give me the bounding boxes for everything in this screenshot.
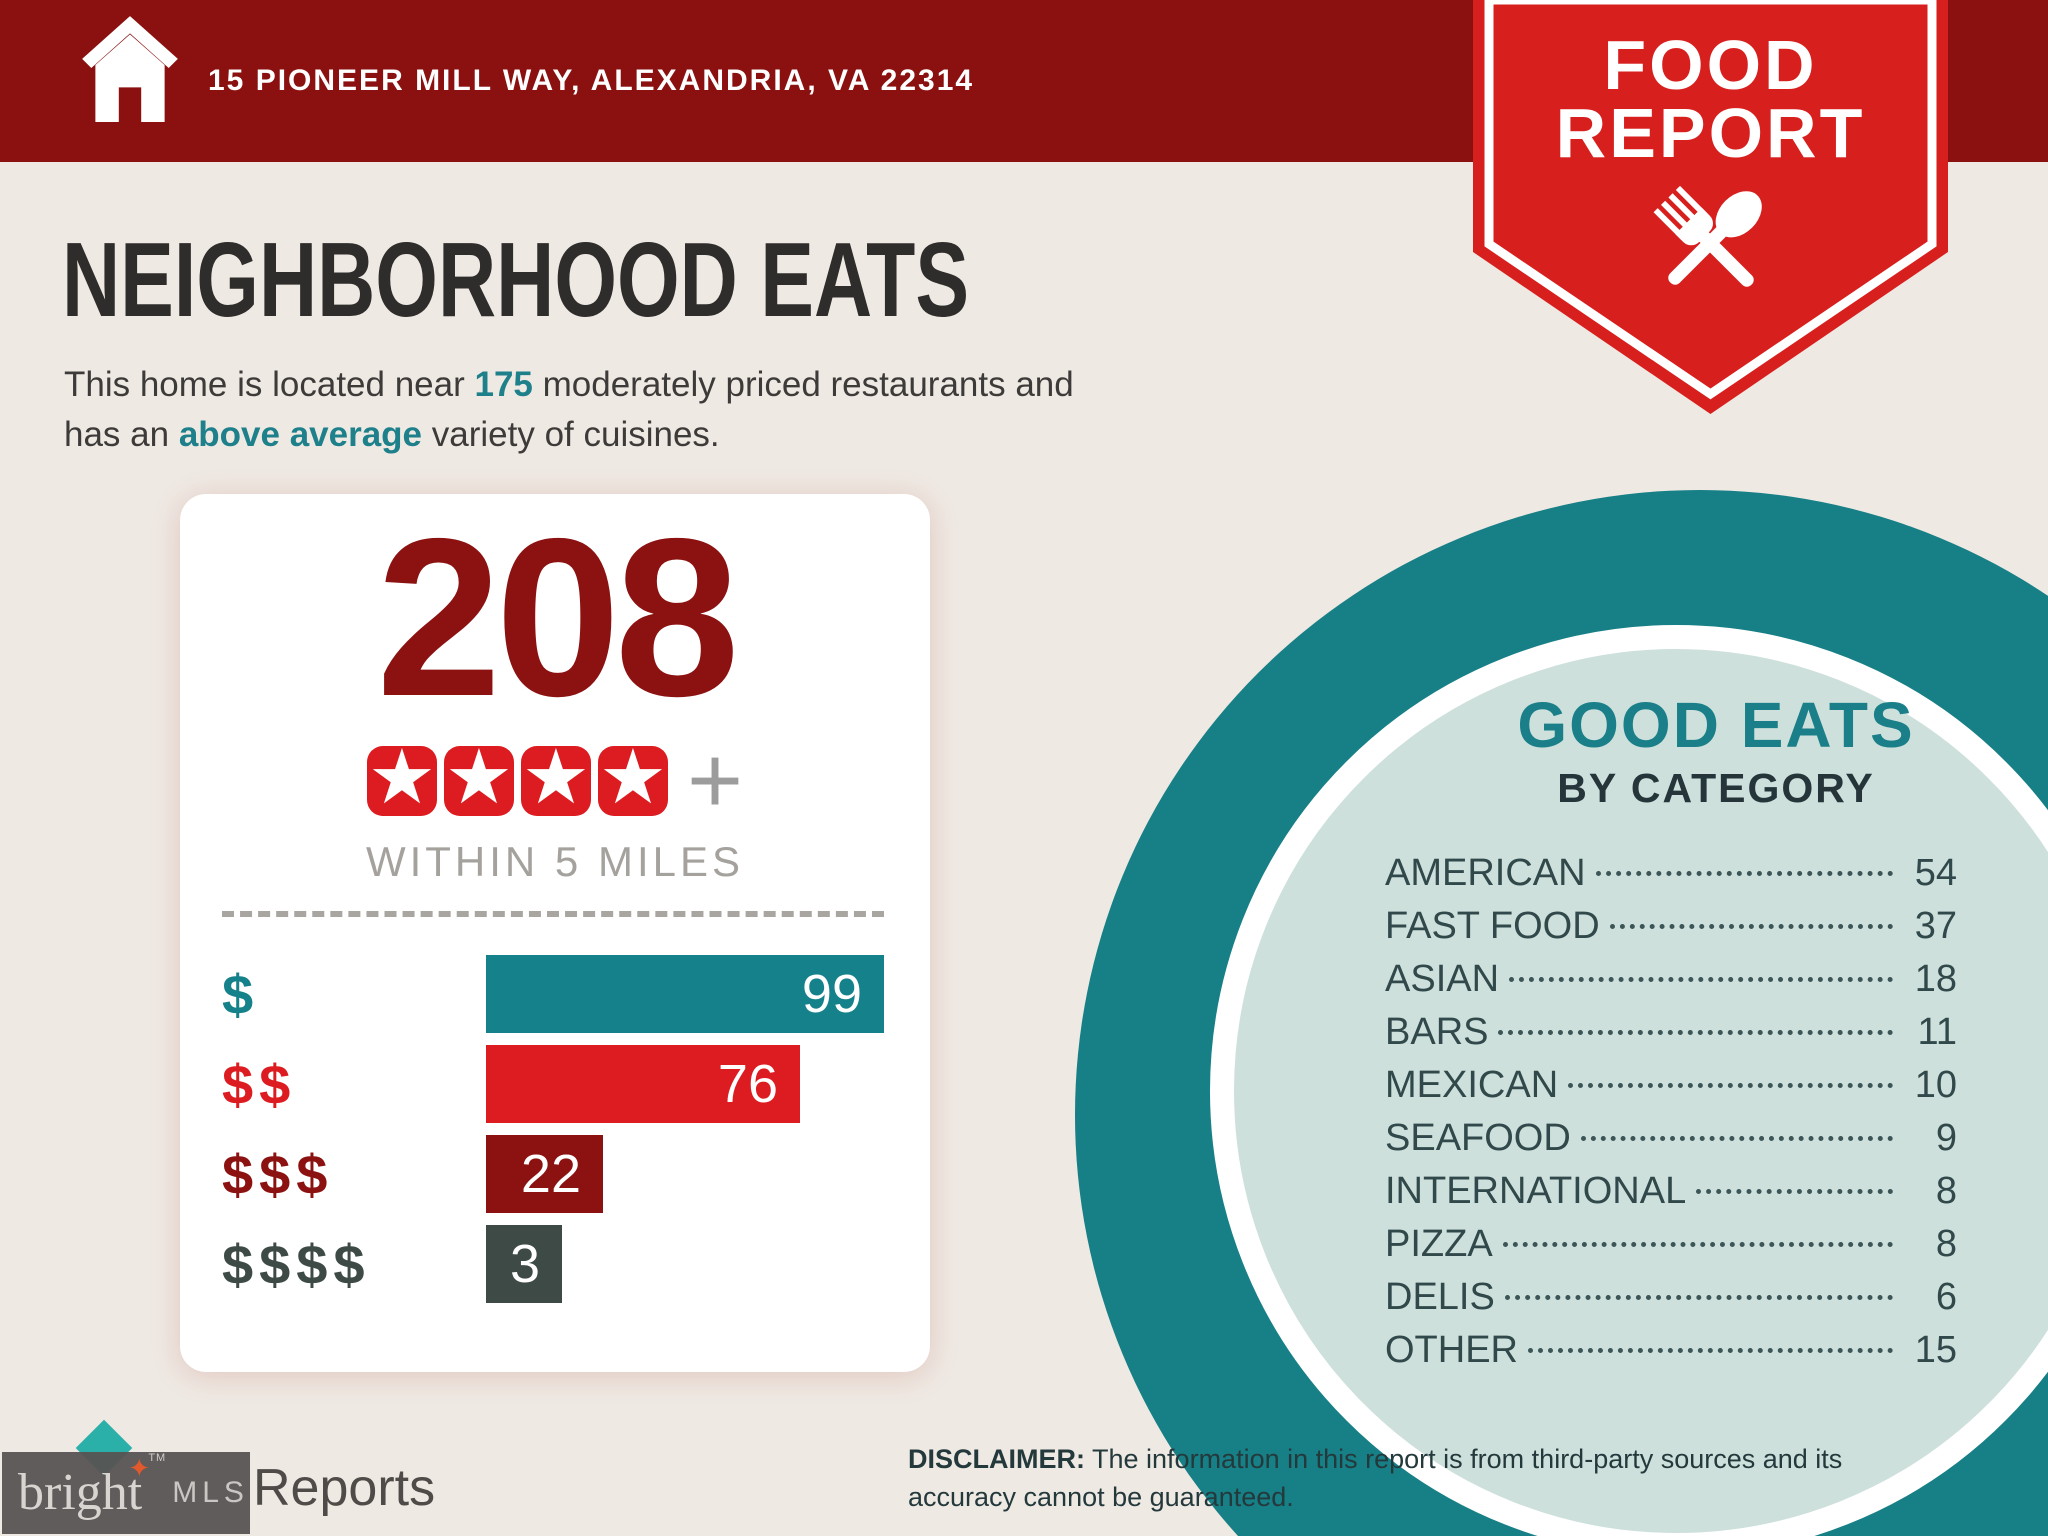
dotted-leader [1609, 924, 1893, 930]
category-row: DELIS 6 [1385, 1276, 1957, 1329]
category-row: FAST FOOD 37 [1385, 905, 1957, 958]
category-value: 54 [1914, 852, 1957, 895]
reports-logo-text: Reports [253, 1459, 436, 1517]
category-label: INTERNATIONAL [1385, 1170, 1687, 1213]
category-value: 37 [1914, 905, 1957, 948]
category-row: ASIAN 18 [1385, 958, 1957, 1011]
plus-icon: + [686, 727, 744, 834]
dotted-leader [1595, 871, 1893, 877]
star-icon: ★ [443, 746, 514, 816]
intro-text: has an [64, 414, 179, 454]
dotted-leader [1498, 1030, 1893, 1036]
intro-text: This home is located near [64, 365, 475, 404]
radius-caption: WITHIN 5 MILES [365, 838, 745, 885]
dotted-leader [1696, 1189, 1893, 1195]
price-bar-row: $$$$ 3 [180, 1225, 930, 1303]
good-eats-title: GOOD EATS [1517, 689, 1915, 761]
intro-line2: has an above average variety of cuisines… [64, 410, 1074, 460]
ribbon-shape [1473, 0, 1948, 414]
category-label: OTHER [1385, 1329, 1518, 1372]
home-icon [82, 16, 178, 122]
dotted-leader [1502, 1242, 1893, 1248]
star-icon: ★ [520, 746, 591, 816]
category-row: AMERICAN 54 [1385, 852, 1957, 905]
category-label: PIZZA [1385, 1223, 1493, 1266]
price-bar-value: 3 [509, 1234, 540, 1294]
restaurant-count-highlight: 175 [474, 365, 533, 404]
category-value: 6 [1935, 1276, 1957, 1319]
price-tier-label: $ [222, 962, 260, 1026]
food-report-ribbon: FOOD REPORT [1473, 0, 1948, 416]
page-title: NEIGHBORHOOD EATS [62, 221, 970, 339]
category-row: MEXICAN 10 [1385, 1064, 1957, 1117]
price-tier-label: $$ [222, 1052, 297, 1116]
price-bar: 22 [486, 1135, 603, 1213]
disclaimer-text: The information in this report is from t… [908, 1444, 1843, 1513]
category-label: ASIAN [1385, 958, 1500, 1001]
dotted-leader [1528, 1348, 1893, 1354]
category-list: AMERICAN 54 FAST FOOD 37 ASIAN 18 BARS 11 ME… [1385, 852, 1957, 1382]
good-eats-subtitle: BY CATEGORY [1557, 765, 1875, 812]
brand-text: bright [18, 1464, 143, 1521]
dotted-leader [1509, 977, 1893, 983]
category-row: OTHER 15 [1385, 1329, 1957, 1382]
category-label: SEAFOOD [1385, 1117, 1571, 1160]
category-value: 11 [1917, 1011, 1957, 1054]
price-tier-label: $$$ [222, 1142, 334, 1206]
category-label: FAST FOOD [1385, 905, 1600, 948]
dotted-leader [1568, 1083, 1893, 1089]
category-row: BARS 11 [1385, 1011, 1957, 1064]
intro-paragraph: This home is located near 175 moderately… [64, 360, 1074, 459]
dashed-divider [222, 911, 884, 917]
disclaimer: DISCLAIMER: The information in this repo… [908, 1440, 1918, 1517]
category-value: 8 [1935, 1170, 1957, 1213]
price-bar-value: 22 [520, 1144, 581, 1204]
trademark-symbol: TM [148, 1452, 167, 1464]
intro-text: moderately priced restaurants and [532, 365, 1074, 404]
price-bar-value: 99 [801, 964, 862, 1024]
category-value: 10 [1914, 1064, 1957, 1107]
sparkle-icon: ✦ [128, 1453, 151, 1483]
ribbon-title-line2: REPORT [1555, 94, 1866, 172]
price-bar: 99 [486, 955, 884, 1033]
dotted-leader [1504, 1295, 1893, 1301]
category-label: DELIS [1385, 1276, 1495, 1319]
disclaimer-label: DISCLAIMER: [908, 1444, 1085, 1474]
good-eats-panel: GOOD EATS BY CATEGORY AMERICAN 54 FAST FO… [1385, 691, 1957, 1382]
bright-mls-watermark: bright ✦ TM MLS [2, 1452, 250, 1534]
good-eats-circle [1075, 490, 2048, 1536]
price-bar: 3 [486, 1225, 562, 1303]
rating-stars-row: ★ ★ ★ ★ + [180, 727, 930, 834]
price-tier-label: $$$$ [222, 1232, 371, 1296]
category-value: 9 [1935, 1117, 1957, 1160]
price-bar-value: 76 [717, 1054, 778, 1114]
price-bar: 76 [486, 1045, 800, 1123]
property-address: 15 PIONEER MILL WAY, ALEXANDRIA, VA 2231… [208, 64, 975, 97]
star-icon: ★ [366, 746, 437, 816]
star-icon: ★ [597, 746, 668, 816]
category-value: 18 [1914, 958, 1957, 1001]
mls-text: MLS [172, 1476, 249, 1509]
variety-highlight: above average [178, 414, 423, 454]
category-row: PIZZA 8 [1385, 1223, 1957, 1276]
price-bar-row: $ 99 [180, 955, 930, 1033]
category-label: MEXICAN [1385, 1064, 1559, 1107]
spoon-fork-icon [1653, 185, 1762, 287]
restaurant-summary-card: 208 ★ ★ ★ ★ + WITHIN 5 MILES $ 99 $$ 76 … [180, 494, 930, 1372]
category-row: SEAFOOD 9 [1385, 1117, 1957, 1170]
category-value: 8 [1935, 1223, 1957, 1266]
category-value: 15 [1914, 1329, 1957, 1372]
intro-text: variety of cuisines. [422, 414, 720, 454]
bright-mls-wordmark: bright ✦ TM [18, 1453, 165, 1521]
ribbon-title-line1: FOOD [1603, 26, 1818, 104]
price-bar-row: $$ 76 [180, 1045, 930, 1123]
category-row: INTERNATIONAL 8 [1385, 1170, 1957, 1223]
dotted-leader [1580, 1136, 1893, 1142]
intro-line1: This home is located near 175 moderately… [64, 360, 1074, 410]
category-label: AMERICAN [1385, 852, 1586, 895]
price-bar-row: $$$ 22 [180, 1135, 930, 1213]
restaurant-count: 208 [376, 491, 739, 743]
category-label: BARS [1385, 1011, 1489, 1054]
